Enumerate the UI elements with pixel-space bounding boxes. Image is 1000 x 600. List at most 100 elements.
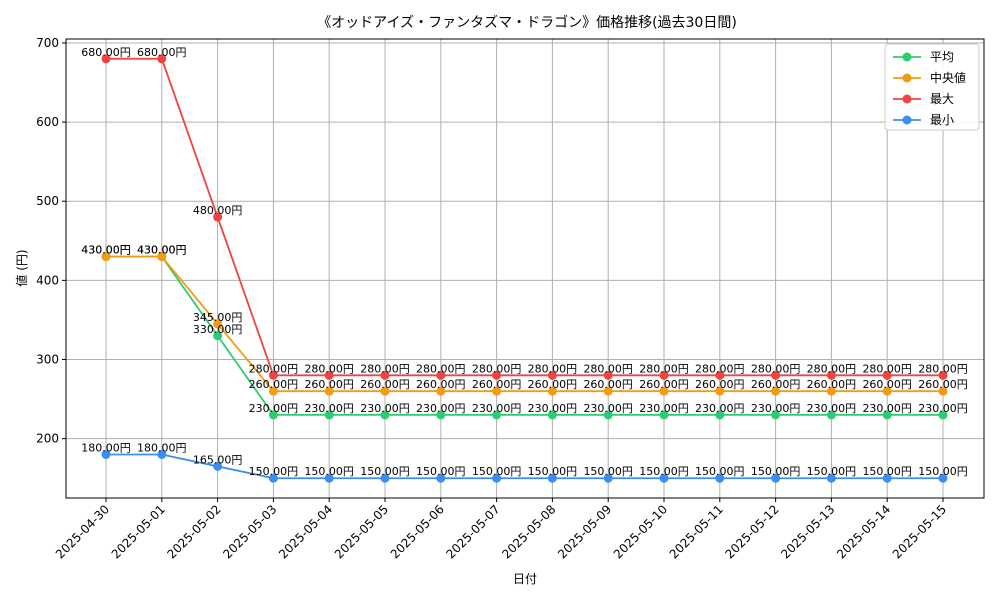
data-point xyxy=(324,386,334,396)
series-3 xyxy=(101,449,948,483)
data-point xyxy=(492,410,502,420)
data-point xyxy=(492,370,502,380)
legend-label-0: 平均 xyxy=(930,50,954,64)
data-label: 280.00円 xyxy=(639,362,689,375)
data-point xyxy=(213,212,223,222)
data-point xyxy=(213,331,223,341)
data-label: 280.00円 xyxy=(360,362,410,375)
y-axis-label: 値 (円) xyxy=(14,249,29,286)
data-point xyxy=(659,370,669,380)
data-label: 430.00円 xyxy=(81,244,131,257)
data-label: 260.00円 xyxy=(472,378,522,391)
legend-label-1: 中央値 xyxy=(930,70,966,85)
data-point xyxy=(268,370,278,380)
data-point xyxy=(882,386,892,396)
data-label: 230.00円 xyxy=(528,402,578,415)
data-point xyxy=(380,370,390,380)
legend-marker-2 xyxy=(902,94,912,104)
data-label: 260.00円 xyxy=(360,378,410,391)
data-label: 165.00円 xyxy=(193,453,243,466)
data-point xyxy=(938,410,948,420)
data-label: 150.00円 xyxy=(918,465,968,478)
data-label: 230.00円 xyxy=(304,402,354,415)
data-point xyxy=(882,410,892,420)
data-point xyxy=(380,473,390,483)
data-label: 230.00円 xyxy=(751,402,801,415)
data-point xyxy=(826,386,836,396)
data-point xyxy=(436,473,446,483)
y-tick-label: 300 xyxy=(36,353,59,367)
data-label: 230.00円 xyxy=(695,402,745,415)
data-point xyxy=(771,386,781,396)
y-tick-label: 600 xyxy=(36,115,59,129)
data-point xyxy=(603,370,613,380)
x-tick-label: 2025-05-11 xyxy=(667,502,726,561)
x-tick-label: 2025-05-12 xyxy=(723,502,782,561)
data-point xyxy=(826,370,836,380)
data-label: 260.00円 xyxy=(695,378,745,391)
data-label: 150.00円 xyxy=(472,465,522,478)
legend-marker-3 xyxy=(902,115,912,125)
x-tick-label: 2025-05-02 xyxy=(165,502,224,561)
series-layer xyxy=(101,54,948,483)
data-label: 430.00円 xyxy=(81,244,131,257)
data-label: 150.00円 xyxy=(249,465,299,478)
data-point xyxy=(938,386,948,396)
data-label: 230.00円 xyxy=(416,402,466,415)
data-point xyxy=(938,370,948,380)
series-line-3 xyxy=(106,453,943,480)
legend-marker-0 xyxy=(902,52,912,62)
x-tick-label: 2025-05-03 xyxy=(220,502,279,561)
data-label: 280.00円 xyxy=(528,362,578,375)
y-axis-ticks: 200 300 400 500 600 700 xyxy=(36,36,66,446)
data-label: 430.00円 xyxy=(137,244,187,257)
x-tick-label: 2025-05-13 xyxy=(778,502,837,561)
data-point xyxy=(771,410,781,420)
data-point xyxy=(659,410,669,420)
data-point xyxy=(157,449,167,459)
data-label: 230.00円 xyxy=(472,402,522,415)
data-label: 480.00円 xyxy=(193,204,243,217)
data-point xyxy=(659,386,669,396)
data-label: 680.00円 xyxy=(137,46,187,59)
data-label: 260.00円 xyxy=(583,378,633,391)
y-tick-label: 400 xyxy=(36,273,59,287)
data-label: 260.00円 xyxy=(751,378,801,391)
data-point xyxy=(213,319,223,329)
data-label: 330.00円 xyxy=(193,323,243,336)
data-label: 150.00円 xyxy=(639,465,689,478)
data-point xyxy=(659,473,669,483)
data-label: 430.00円 xyxy=(137,244,187,257)
data-point xyxy=(715,370,725,380)
y-tick-label: 500 xyxy=(36,194,59,208)
data-label: 280.00円 xyxy=(249,362,299,375)
data-point xyxy=(771,370,781,380)
data-label: 230.00円 xyxy=(583,402,633,415)
x-tick-label: 2025-05-06 xyxy=(388,502,447,561)
data-label: 280.00円 xyxy=(862,362,912,375)
data-label: 180.00円 xyxy=(81,441,131,454)
x-tick-label: 2025-05-14 xyxy=(834,502,893,561)
data-point xyxy=(436,386,446,396)
data-point xyxy=(715,386,725,396)
data-point xyxy=(436,370,446,380)
x-tick-label: 2025-05-05 xyxy=(332,502,391,561)
data-label: 260.00円 xyxy=(862,378,912,391)
data-point xyxy=(157,252,167,262)
data-label: 260.00円 xyxy=(249,378,299,391)
data-label: 150.00円 xyxy=(528,465,578,478)
data-point xyxy=(492,473,502,483)
series-line-2 xyxy=(106,57,943,377)
data-labels-layer: 430.00円 430.00円 330.00円 230.00円 230.00円 230.0… xyxy=(81,46,968,478)
data-label: 280.00円 xyxy=(472,362,522,375)
series-line-0 xyxy=(106,255,943,416)
data-label: 260.00円 xyxy=(304,378,354,391)
data-label: 150.00円 xyxy=(583,465,633,478)
data-point xyxy=(101,54,111,64)
data-label: 230.00円 xyxy=(807,402,857,415)
data-point xyxy=(826,410,836,420)
data-label: 230.00円 xyxy=(918,402,968,415)
data-label: 150.00円 xyxy=(695,465,745,478)
